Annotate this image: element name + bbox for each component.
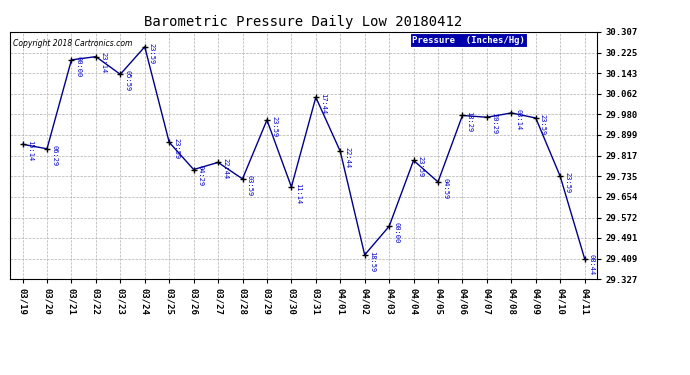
Text: 06:29: 06:29 xyxy=(51,145,57,166)
Text: 04:59: 04:59 xyxy=(442,178,448,199)
Text: 23:59: 23:59 xyxy=(417,156,424,177)
Text: 08:44: 08:44 xyxy=(589,255,595,276)
Text: Pressure  (Inches/Hg): Pressure (Inches/Hg) xyxy=(412,36,525,45)
Text: 03:59: 03:59 xyxy=(246,175,253,196)
Text: 23:59: 23:59 xyxy=(271,116,277,137)
Text: 11:14: 11:14 xyxy=(295,183,302,204)
Text: 00:00: 00:00 xyxy=(76,56,81,77)
Text: 23:14: 23:14 xyxy=(100,53,106,74)
Text: 00:00: 00:00 xyxy=(393,222,400,243)
Text: 04:29: 04:29 xyxy=(198,165,204,187)
Text: 17:44: 17:44 xyxy=(320,93,326,114)
Text: 20:29: 20:29 xyxy=(491,113,497,134)
Text: 18:29: 18:29 xyxy=(466,111,473,132)
Text: 23:59: 23:59 xyxy=(149,43,155,64)
Text: 15:14: 15:14 xyxy=(27,140,32,161)
Text: 23:59: 23:59 xyxy=(173,138,179,159)
Text: 22:44: 22:44 xyxy=(222,158,228,180)
Text: 03:14: 03:14 xyxy=(515,109,522,130)
Text: 18:59: 18:59 xyxy=(369,251,375,272)
Text: 22:44: 22:44 xyxy=(344,147,351,168)
Text: 05:59: 05:59 xyxy=(124,70,130,92)
Text: Copyright 2018 Cartronics.com: Copyright 2018 Cartronics.com xyxy=(13,39,132,48)
Text: 23:59: 23:59 xyxy=(540,114,546,135)
Text: 23:59: 23:59 xyxy=(564,172,571,194)
Title: Barometric Pressure Daily Low 20180412: Barometric Pressure Daily Low 20180412 xyxy=(144,15,463,29)
